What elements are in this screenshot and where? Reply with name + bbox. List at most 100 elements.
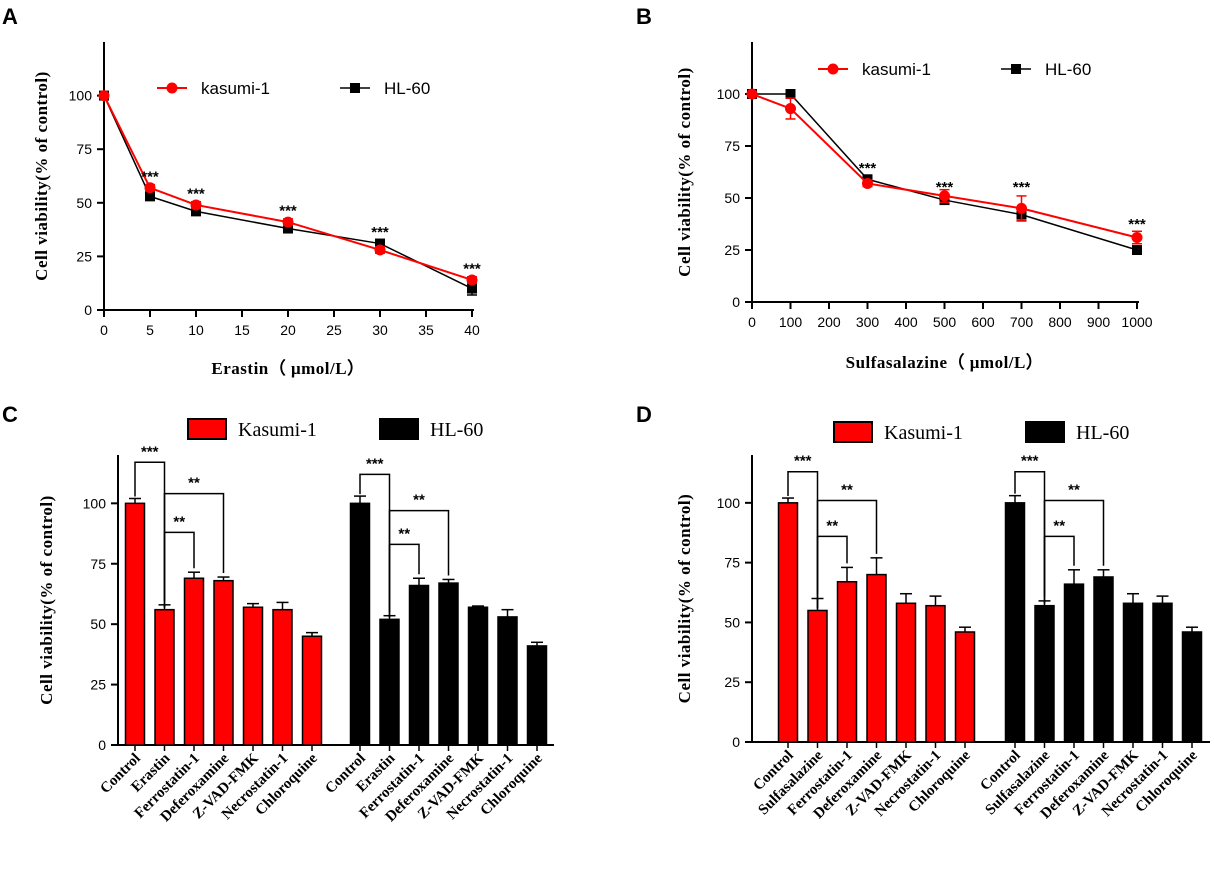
significance-label: ** xyxy=(1068,481,1080,498)
x-tick-label: 0 xyxy=(100,322,108,338)
series-line-hl-60 xyxy=(103,95,473,290)
legend-swatch-hl-60 xyxy=(1025,421,1065,443)
bar-hl-60-ferrostatin-1 xyxy=(408,584,430,746)
y-tick-label: 25 xyxy=(90,677,106,693)
significance-label: ** xyxy=(398,525,410,542)
data-point-hl-60 xyxy=(375,238,385,249)
x-tick-label: 0 xyxy=(748,314,756,330)
y-tick-label: 0 xyxy=(98,737,106,753)
y-tick-label: 50 xyxy=(76,195,92,211)
significance-label: ** xyxy=(826,517,838,534)
legend-swatch-kasumi-1 xyxy=(187,418,227,440)
bar-kasumi-1-control xyxy=(777,502,799,743)
data-point-kasumi-1 xyxy=(746,88,758,100)
significance-label: *** xyxy=(279,203,297,220)
panel-letter: C xyxy=(2,402,18,427)
panel-letter: A xyxy=(2,4,18,29)
x-tick-label: 20 xyxy=(280,322,296,338)
bar-hl-60-necrostatin-1 xyxy=(1152,602,1173,743)
data-point-hl-60 xyxy=(145,191,155,202)
data-point-kasumi-1 xyxy=(939,190,950,202)
x-tick-label: 35 xyxy=(418,322,434,338)
x-tick-label: 40 xyxy=(464,322,480,338)
legend-marker-hl-60 xyxy=(1011,64,1021,74)
bar-hl-60-chloroquine xyxy=(1181,631,1203,743)
x-tick-label: 100 xyxy=(779,314,803,330)
bar-hl-60-deferoxamine xyxy=(438,582,459,746)
significance-label: ** xyxy=(188,475,200,492)
data-point-kasumi-1 xyxy=(1131,232,1143,244)
significance-label: ** xyxy=(413,492,425,509)
legend-label-kasumi-1: Kasumi-1 xyxy=(884,422,963,444)
x-axis-title: Erastin（ μmol/L） xyxy=(211,358,364,378)
significance-bracket xyxy=(388,509,450,618)
x-tick-label: 200 xyxy=(817,314,841,330)
y-tick-label: 75 xyxy=(90,556,106,572)
x-tick-label: 10 xyxy=(188,322,204,338)
y-tick-label: 50 xyxy=(724,190,740,206)
x-tick-label: 600 xyxy=(971,314,995,330)
y-tick-label: 0 xyxy=(732,734,740,750)
data-point-kasumi-1 xyxy=(374,244,386,256)
x-tick-label: 1000 xyxy=(1121,314,1152,330)
x-tick-label: 400 xyxy=(894,314,918,330)
panel-letter: D xyxy=(636,402,652,427)
legend-swatch-kasumi-1 xyxy=(833,421,873,443)
y-axis-title: Cell viability(% of control) xyxy=(675,494,694,704)
bar-hl-60-z-vad-fmk xyxy=(467,606,489,746)
bar-kasumi-1-z-vad-fmk xyxy=(242,606,264,746)
data-point-kasumi-1 xyxy=(144,182,156,194)
x-tick-label: 30 xyxy=(372,322,388,338)
legend-marker-hl-60 xyxy=(350,83,360,93)
bar-kasumi-1-deferoxamine xyxy=(866,573,887,743)
data-point-hl-60 xyxy=(467,283,477,294)
y-tick-label: 50 xyxy=(90,616,106,632)
x-tick-label: 25 xyxy=(326,322,342,338)
significance-label: *** xyxy=(463,261,481,278)
significance-label: *** xyxy=(371,224,389,241)
bar-kasumi-1-necrostatin-1 xyxy=(272,608,293,746)
bar-kasumi-1-chloroquine xyxy=(301,635,323,746)
bar-hl-60-control xyxy=(349,502,371,746)
data-point-kasumi-1 xyxy=(862,177,873,189)
bar-hl-60-control xyxy=(1004,502,1026,743)
significance-label: *** xyxy=(859,160,877,177)
significance-bracket xyxy=(816,499,878,609)
bar-hl-60-z-vad-fmk xyxy=(1122,602,1144,743)
bar-hl-60-deferoxamine xyxy=(1093,576,1114,743)
x-tick-label: 5 xyxy=(146,322,154,338)
y-tick-label: 25 xyxy=(724,674,740,690)
bar-kasumi-1-sulfasalazine xyxy=(807,609,828,743)
significance-label: *** xyxy=(1013,179,1031,196)
panel-b: B 0 25 50 75 100 Cell viability(% of control) 0… xyxy=(636,4,1153,372)
data-point-kasumi-1 xyxy=(1016,202,1027,214)
data-point-hl-60 xyxy=(283,223,293,234)
data-point-kasumi-1 xyxy=(190,199,202,211)
significance-label: ** xyxy=(173,513,185,530)
y-tick-label: 100 xyxy=(717,495,741,511)
bar-kasumi-1-ferrostatin-1 xyxy=(183,577,205,746)
data-point-hl-60 xyxy=(191,206,201,217)
y-axis-title: Cell viability(% of control) xyxy=(37,495,56,705)
y-tick-label: 75 xyxy=(76,141,92,157)
data-point-kasumi-1 xyxy=(785,103,796,115)
legend-label-hl-60: HL-60 xyxy=(1045,60,1091,79)
data-point-kasumi-1 xyxy=(282,216,294,228)
series-line-kasumi-1 xyxy=(103,95,473,281)
bar-hl-60-chloroquine xyxy=(526,645,548,746)
x-tick-label: 500 xyxy=(933,314,957,330)
significance-label: ** xyxy=(841,481,853,498)
bar-kasumi-1-erastin xyxy=(154,608,175,746)
bar-hl-60-necrostatin-1 xyxy=(497,616,518,746)
bar-kasumi-1-chloroquine xyxy=(954,631,976,743)
significance-label: *** xyxy=(794,453,812,470)
significance-label: *** xyxy=(1128,216,1146,233)
significance-label: *** xyxy=(936,179,954,196)
legend-label-kasumi-1: kasumi-1 xyxy=(201,79,270,98)
significance-label: ** xyxy=(1053,517,1065,534)
legend-swatch-hl-60 xyxy=(379,418,419,440)
significance-label: *** xyxy=(366,455,384,472)
x-tick-label: 900 xyxy=(1087,314,1111,330)
